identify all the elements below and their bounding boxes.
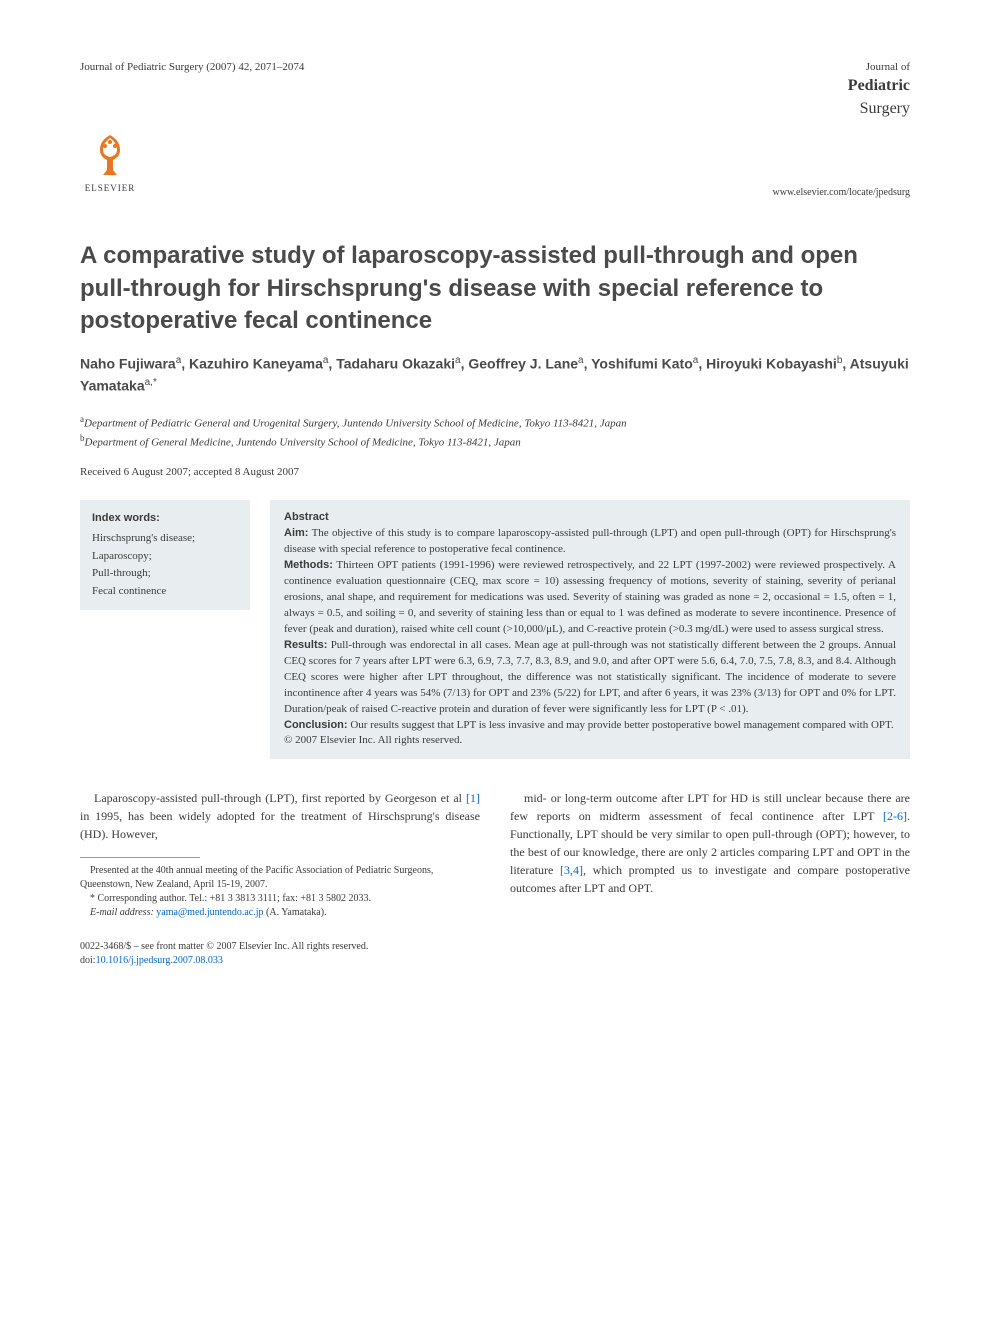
index-words-box: Index words: Hirschsprung's disease;Lapa…: [80, 500, 250, 610]
journal-reference: Journal of Pediatric Surgery (2007) 42, …: [80, 60, 304, 75]
aim-text: The objective of this study is to compar…: [284, 527, 896, 555]
header-row: Journal of Pediatric Surgery (2007) 42, …: [80, 60, 910, 120]
ref-link-1[interactable]: [1]: [466, 791, 480, 805]
issn-line: 0022-3468/$ – see front matter © 2007 El…: [80, 940, 910, 954]
elsevier-caption: ELSEVIER: [85, 182, 136, 195]
index-term: Pull-through;: [92, 565, 238, 583]
elsevier-logo: ELSEVIER: [80, 130, 140, 200]
email-person: (A. Yamataka).: [266, 907, 327, 918]
abstract-methods: Methods: Thirteen OPT patients (1991-199…: [284, 558, 896, 638]
body-columns: Laparoscopy-assisted pull-through (LPT),…: [80, 789, 910, 920]
journal-line3: Surgery: [848, 98, 910, 120]
results-text: Pull-through was endorectal in all cases…: [284, 639, 896, 715]
conclusion-label: Conclusion:: [284, 719, 348, 731]
abstract-aim: Aim: The objective of this study is to c…: [284, 526, 896, 558]
body-para-1: Laparoscopy-assisted pull-through (LPT),…: [80, 789, 480, 843]
affiliations: aDepartment of Pediatric General and Uro…: [80, 413, 910, 451]
footnote-separator: [80, 857, 200, 858]
affiliation-line: aDepartment of Pediatric General and Uro…: [80, 413, 910, 432]
doi-line: doi:10.1016/j.jpedsurg.2007.08.033: [80, 954, 910, 968]
abstract-text: Abstract Aim: The objective of this stud…: [270, 500, 910, 759]
journal-title-box: Journal of Pediatric Surgery: [848, 60, 910, 120]
bottom-metadata: 0022-3468/$ – see front matter © 2007 El…: [80, 940, 910, 968]
email-link[interactable]: yama@med.juntendo.ac.jp: [156, 907, 263, 918]
conclusion-text: Our results suggest that LPT is less inv…: [350, 719, 893, 731]
ref-link-3[interactable]: [3,4]: [560, 863, 583, 877]
abstract-copyright: © 2007 Elsevier Inc. All rights reserved…: [284, 733, 896, 749]
results-label: Results:: [284, 639, 327, 651]
index-heading: Index words:: [92, 510, 238, 528]
index-terms: Hirschsprung's disease;Laparoscopy;Pull-…: [92, 530, 238, 600]
email-label: E-mail address:: [90, 907, 154, 918]
ref-link-2[interactable]: [2-6]: [883, 809, 907, 823]
author-list: Naho Fujiwaraa, Kazuhiro Kaneyamaa, Tada…: [80, 353, 910, 396]
logo-row: ELSEVIER www.elsevier.com/locate/jpedsur…: [80, 130, 910, 200]
footnote-email: E-mail address: yama@med.juntendo.ac.jp …: [80, 906, 480, 920]
body-column-left: Laparoscopy-assisted pull-through (LPT),…: [80, 789, 480, 920]
index-term: Hirschsprung's disease;: [92, 530, 238, 548]
locate-url[interactable]: www.elsevier.com/locate/jpedsurg: [773, 186, 910, 200]
journal-line2: Pediatric: [848, 75, 910, 97]
article-dates: Received 6 August 2007; accepted 8 Augus…: [80, 465, 910, 480]
footnote-presented: Presented at the 40th annual meeting of …: [80, 864, 480, 892]
abstract-results: Results: Pull-through was endorectal in …: [284, 638, 896, 718]
methods-label: Methods:: [284, 559, 333, 571]
journal-line1: Journal of: [848, 60, 910, 75]
abstract-heading: Abstract: [284, 510, 896, 526]
footnote-corresponding: * Corresponding author. Tel.: +81 3 3813…: [80, 892, 480, 906]
affiliation-line: bDepartment of General Medicine, Juntend…: [80, 432, 910, 451]
footnotes: Presented at the 40th annual meeting of …: [80, 864, 480, 920]
index-term: Fecal continence: [92, 583, 238, 601]
body-para-2: mid- or long-term outcome after LPT for …: [510, 789, 910, 897]
aim-label: Aim:: [284, 527, 308, 539]
elsevier-tree-icon: [85, 130, 135, 180]
index-term: Laparoscopy;: [92, 548, 238, 566]
methods-text: Thirteen OPT patients (1991-1996) were r…: [284, 559, 896, 635]
abstract-block: Index words: Hirschsprung's disease;Lapa…: [80, 500, 910, 759]
doi-link[interactable]: 10.1016/j.jpedsurg.2007.08.033: [96, 955, 223, 966]
body-column-right: mid- or long-term outcome after LPT for …: [510, 789, 910, 920]
abstract-conclusion: Conclusion: Our results suggest that LPT…: [284, 718, 896, 734]
article-title: A comparative study of laparoscopy-assis…: [80, 240, 910, 337]
